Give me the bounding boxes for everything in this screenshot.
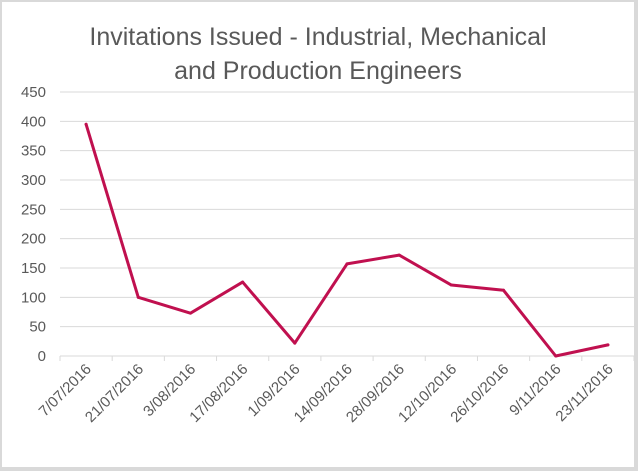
data-point — [345, 262, 349, 266]
y-tick-label: 50 — [29, 319, 46, 336]
y-tick-label: 250 — [21, 201, 46, 218]
y-tick-label: 200 — [21, 231, 46, 248]
y-tick-label: 400 — [21, 113, 46, 130]
data-point — [449, 283, 453, 287]
y-tick-label: 150 — [21, 260, 46, 277]
data-point — [554, 354, 558, 358]
data-point — [241, 280, 245, 284]
line-chart: 0501001502002503003504004507/07/201621/0… — [21, 84, 634, 426]
data-point — [397, 253, 401, 257]
chart-title-line-2: and Production Engineers — [174, 57, 462, 85]
chart-frame: Invitations Issued - Industrial, Mechani… — [2, 2, 634, 467]
chart-title-line-1: Invitations Issued - Industrial, Mechani… — [89, 23, 547, 51]
data-point — [188, 311, 192, 315]
data-point — [293, 341, 297, 345]
y-tick-label: 350 — [21, 143, 46, 160]
data-point — [136, 295, 140, 299]
data-point — [502, 288, 506, 292]
y-tick-label: 100 — [21, 289, 46, 306]
y-tick-label: 0 — [38, 348, 46, 365]
data-point — [84, 122, 88, 126]
chart-title: Invitations Issued - Industrial, Mechani… — [2, 20, 634, 88]
data-point — [606, 343, 610, 347]
y-tick-label: 450 — [21, 84, 46, 101]
series-line — [84, 122, 610, 358]
y-tick-label: 300 — [21, 172, 46, 189]
